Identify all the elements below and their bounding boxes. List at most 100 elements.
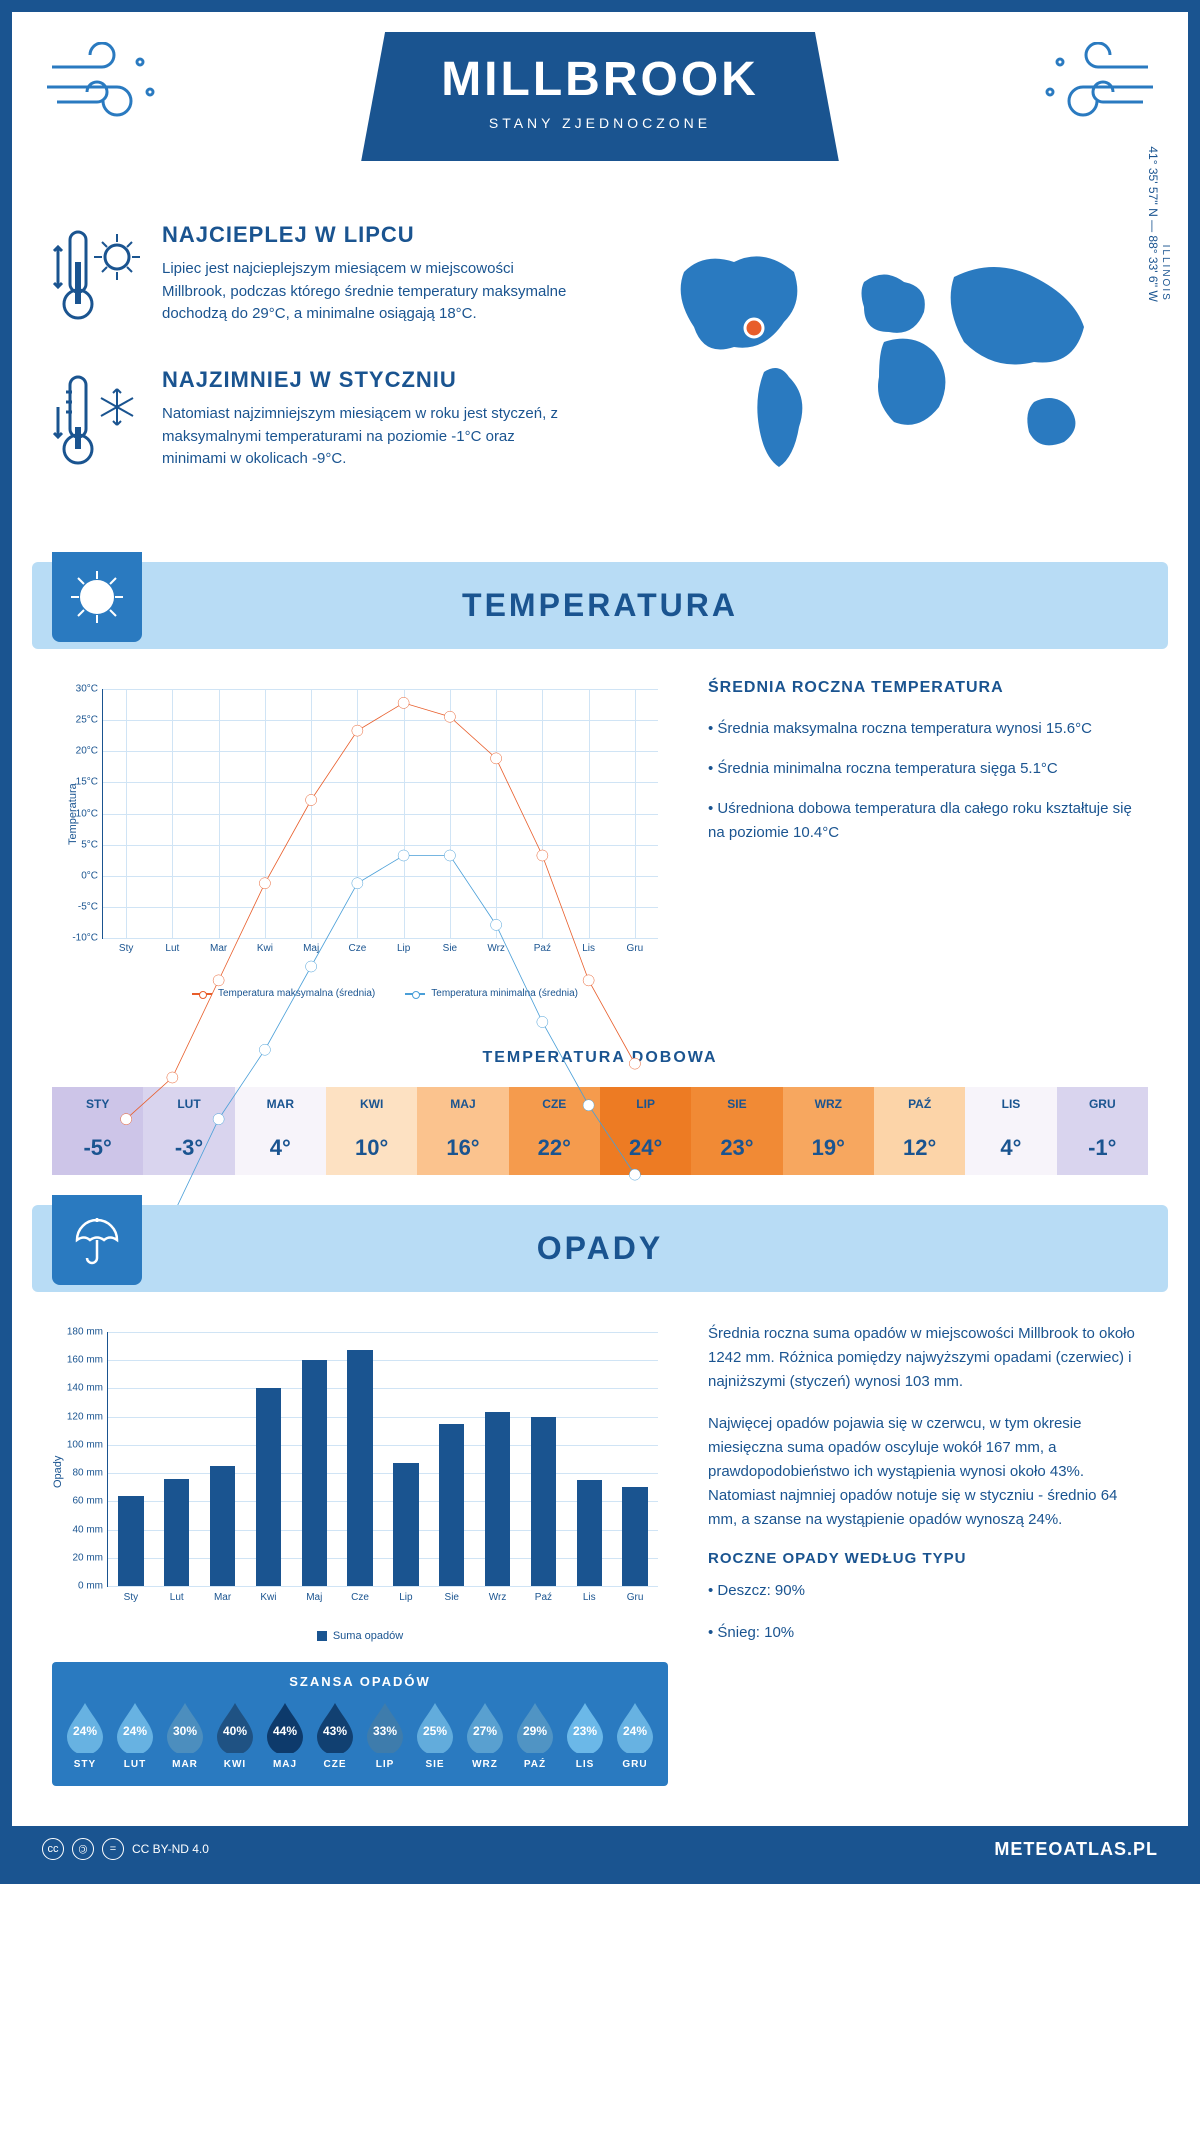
rain-chance-value: 23% (563, 1701, 607, 1753)
rain-chance-cell: 24% GRU (612, 1701, 658, 1770)
ytick: 120 mm (67, 1411, 103, 1422)
temp-stat-2: • Średnia minimalna roczna temperatura s… (708, 757, 1148, 781)
xtick: Mar (214, 1592, 231, 1603)
rain-chance-cell: 44% MAJ (262, 1701, 308, 1770)
ytick: 40 mm (72, 1524, 103, 1535)
precipitation-heading: OPADY (52, 1230, 1148, 1267)
rain-chance-cell: 33% LIP (362, 1701, 408, 1770)
rain-chance-value: 25% (413, 1701, 457, 1753)
rain-chance-cell: 24% STY (62, 1701, 108, 1770)
rain-chance-month: LIP (362, 1759, 408, 1770)
ytick: 20 mm (72, 1552, 103, 1563)
rain-chance-value: 24% (613, 1701, 657, 1753)
title-banner: MILLBROOK STANY ZJEDNOCZONE (361, 32, 839, 161)
precip-type-snow: • Śnieg: 10% (708, 1621, 1148, 1645)
warmest-block: NAJCIEPLEJ W LIPCU Lipiec jest najcieple… (52, 222, 580, 337)
cc-icon: cc (42, 1838, 64, 1860)
xtick: Kwi (260, 1592, 276, 1603)
rain-chance-cell: 30% MAR (162, 1701, 208, 1770)
rain-chance-value: 40% (213, 1701, 257, 1753)
rain-chance-cell: 29% PAŹ (512, 1701, 558, 1770)
rain-drop-icon: 25% (413, 1701, 457, 1753)
ytick: 30°C (76, 684, 98, 695)
coldest-block: NAJZIMNIEJ W STYCZNIU Natomiast najzimni… (52, 367, 580, 482)
precip-bar (577, 1480, 602, 1586)
precipitation-row: Opady 0 mm20 mm40 mm60 mm80 mm100 mm120 … (12, 1322, 1188, 1806)
umbrella-icon (52, 1195, 142, 1285)
xtick: Lis (583, 1592, 596, 1603)
page-header: MILLBROOK STANY ZJEDNOCZONE (12, 12, 1188, 192)
precip-ylabel: Opady (52, 1456, 64, 1488)
ytick: 100 mm (67, 1439, 103, 1450)
summary-row: NAJCIEPLEJ W LIPCU Lipiec jest najcieple… (12, 192, 1188, 542)
daily-temp-cell: LIS4° (965, 1087, 1056, 1175)
xtick: Wrz (489, 1592, 507, 1603)
temperature-heading: TEMPERATURA (52, 587, 1148, 624)
ytick: -5°C (78, 901, 98, 912)
rain-chance-month: LUT (112, 1759, 158, 1770)
license-block: cc 🄯 = CC BY-ND 4.0 (42, 1838, 209, 1860)
xtick: Paź (535, 1592, 552, 1603)
summary-text-col: NAJCIEPLEJ W LIPCU Lipiec jest najcieple… (52, 222, 580, 512)
rain-drop-icon: 24% (613, 1701, 657, 1753)
rain-chance-box: SZANSA OPADÓW 24% STY 24% LUT 30% MAR 40… (52, 1662, 668, 1786)
daily-temp-cell: PAŹ12° (874, 1087, 965, 1175)
precip-para-2: Najwięcej opadów pojawia się w czerwcu, … (708, 1412, 1148, 1532)
rain-chance-cell: 25% SIE (412, 1701, 458, 1770)
sun-icon (52, 552, 142, 642)
precip-bar (622, 1487, 647, 1586)
rain-drop-icon: 29% (513, 1701, 557, 1753)
coldest-title: NAJZIMNIEJ W STYCZNIU (162, 367, 580, 393)
page-footer: cc 🄯 = CC BY-ND 4.0 METEOATLAS.PL (12, 1826, 1188, 1872)
rain-chance-value: 29% (513, 1701, 557, 1753)
rain-drop-icon: 40% (213, 1701, 257, 1753)
rain-chance-value: 44% (263, 1701, 307, 1753)
temperature-chart: Temperatura -10°C-5°C0°C5°C10°C15°C20°C2… (52, 679, 668, 999)
precip-bar (164, 1479, 189, 1586)
precip-left-col: Opady 0 mm20 mm40 mm60 mm80 mm100 mm120 … (52, 1322, 668, 1786)
precip-bar (118, 1496, 143, 1586)
rain-drop-icon: 24% (113, 1701, 157, 1753)
rain-drop-icon: 24% (63, 1701, 107, 1753)
rain-chance-month: GRU (612, 1759, 658, 1770)
rain-chance-value: 24% (113, 1701, 157, 1753)
precip-bar (531, 1417, 556, 1586)
ytick: 25°C (76, 715, 98, 726)
xtick: Lip (399, 1592, 412, 1603)
coordinates-label: ILLINOIS 41° 35' 57'' N — 88° 33' 6'' W (1146, 146, 1171, 301)
rain-chance-cell: 23% LIS (562, 1701, 608, 1770)
rain-chance-cell: 24% LUT (112, 1701, 158, 1770)
rain-chance-month: MAJ (262, 1759, 308, 1770)
rain-drop-icon: 44% (263, 1701, 307, 1753)
temp-legend: Temperatura maksymalna (średnia) Tempera… (102, 988, 668, 999)
rain-chance-month: WRZ (462, 1759, 508, 1770)
precip-type-heading: ROCZNE OPADY WEDŁUG TYPU (708, 1550, 1148, 1567)
ytick: 60 mm (72, 1496, 103, 1507)
precip-bar (302, 1360, 327, 1586)
region-name: ILLINOIS (1160, 146, 1171, 301)
xtick: Sie (445, 1592, 459, 1603)
rain-chance-value: 27% (463, 1701, 507, 1753)
precip-bar (256, 1388, 281, 1586)
ytick: 180 mm (67, 1327, 103, 1338)
precipitation-stats: Średnia roczna suma opadów w miejscowośc… (708, 1322, 1148, 1786)
rain-chance-month: KWI (212, 1759, 258, 1770)
rain-drop-icon: 30% (163, 1701, 207, 1753)
rain-chance-month: PAŹ (512, 1759, 558, 1770)
page: MILLBROOK STANY ZJEDNOCZONE (0, 0, 1200, 1884)
daily-temp-cell: GRU-1° (1057, 1087, 1148, 1175)
temp-stat-3: • Uśredniona dobowa temperatura dla całe… (708, 797, 1148, 845)
temp-stat-1: • Średnia maksymalna roczna temperatura … (708, 717, 1148, 741)
precip-bar (485, 1412, 510, 1586)
rain-chance-month: MAR (162, 1759, 208, 1770)
xtick: Lut (170, 1592, 184, 1603)
coldest-desc: Natomiast najzimniejszym miesiącem w rok… (162, 403, 580, 471)
rain-drop-icon: 27% (463, 1701, 507, 1753)
temperature-stats: ŚREDNIA ROCZNA TEMPERATURA • Średnia mak… (708, 679, 1148, 999)
warmest-title: NAJCIEPLEJ W LIPCU (162, 222, 580, 248)
wind-icon (42, 42, 162, 127)
rain-chance-value: 30% (163, 1701, 207, 1753)
precip-type-rain: • Deszcz: 90% (708, 1579, 1148, 1603)
rain-chance-cell: 27% WRZ (462, 1701, 508, 1770)
wind-icon (1038, 42, 1158, 127)
